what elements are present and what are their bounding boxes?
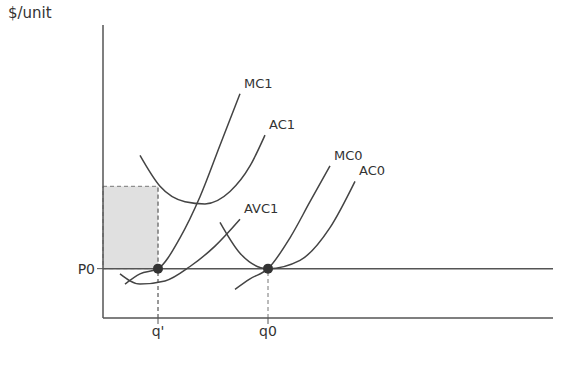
svg-text:MC1: MC1 bbox=[244, 76, 273, 91]
html-text:$/unit: $/unit bbox=[8, 4, 52, 22]
svg-text:q': q' bbox=[152, 323, 165, 339]
svg-text:P0: P0 bbox=[78, 261, 95, 277]
svg-text:AC1: AC1 bbox=[269, 117, 295, 132]
svg-text:AC0: AC0 bbox=[359, 163, 385, 178]
svg-text:q0: q0 bbox=[259, 323, 277, 339]
svg-text:AVC1: AVC1 bbox=[244, 201, 278, 216]
svg-text:MC0: MC0 bbox=[334, 148, 363, 163]
